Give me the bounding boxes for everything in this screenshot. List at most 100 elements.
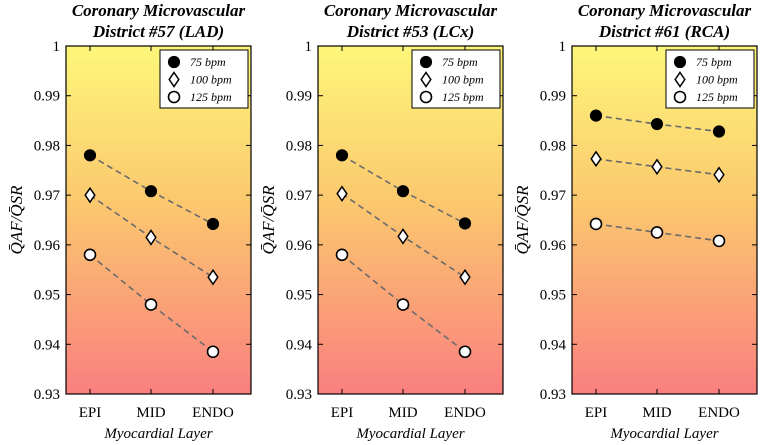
legend-marker bbox=[673, 55, 687, 69]
legend-marker bbox=[168, 71, 180, 88]
x-axis-label: Myocardial Layer bbox=[103, 426, 212, 442]
y-tick-label: 0.99 bbox=[34, 89, 60, 105]
legend-label: 100 bpm bbox=[190, 73, 232, 87]
data-point bbox=[207, 268, 219, 286]
data-point bbox=[589, 109, 603, 122]
legend-marker bbox=[167, 55, 181, 69]
series-100-bpm bbox=[336, 185, 471, 286]
y-tick-label: 0.95 bbox=[34, 288, 60, 304]
legend-label: 75 bpm bbox=[190, 55, 226, 69]
series-75-bpm bbox=[335, 149, 472, 230]
y-tick-label: 1 bbox=[53, 39, 61, 55]
legend: 75 bpm 100 bpm 125 bpm bbox=[411, 49, 501, 109]
y-axis-label: Q̄AF/Q̄SR bbox=[259, 185, 278, 255]
y-tick-label: 0.96 bbox=[34, 238, 61, 254]
chart-title-line-1: Coronary Microvascular bbox=[578, 1, 752, 20]
data-point bbox=[144, 298, 158, 311]
series-line bbox=[341, 254, 466, 353]
data-point bbox=[651, 158, 663, 176]
x-tick-label: MID bbox=[136, 405, 165, 421]
axes-frame bbox=[317, 45, 504, 395]
y-tick-label: 0.99 bbox=[540, 89, 566, 105]
legend-marker bbox=[419, 90, 433, 104]
x-tick-label: MID bbox=[388, 405, 417, 421]
y-tick-label: 0.94 bbox=[286, 337, 313, 353]
chart-title-line-1: Coronary Microvascular bbox=[324, 1, 498, 20]
legend-marker bbox=[673, 90, 687, 104]
y-tick-label: 0.98 bbox=[286, 138, 312, 154]
data-point bbox=[336, 185, 348, 202]
legend-label: 100 bpm bbox=[696, 73, 738, 87]
legend-marker bbox=[420, 71, 432, 88]
series-125-bpm bbox=[335, 248, 472, 359]
legend-marker bbox=[674, 71, 686, 88]
series-75-bpm bbox=[83, 149, 220, 231]
y-axis-label: Q̄AF/Q̄SR bbox=[513, 185, 532, 255]
data-point bbox=[83, 248, 97, 262]
legend-label: 125 bpm bbox=[696, 90, 738, 104]
data-point bbox=[206, 217, 220, 231]
legend-label: 75 bpm bbox=[442, 55, 478, 69]
y-tick-label: 0.98 bbox=[34, 138, 60, 154]
series-100-bpm bbox=[84, 186, 219, 286]
x-tick-label: ENDO bbox=[192, 405, 234, 421]
x-tick-label: ENDO bbox=[698, 405, 740, 421]
y-tick-label: 1 bbox=[559, 39, 567, 55]
legend: 75 bpm 100 bpm 125 bpm bbox=[665, 49, 755, 109]
y-tick-label: 0.97 bbox=[540, 188, 567, 204]
axes-frame bbox=[65, 45, 252, 395]
series-125-bpm bbox=[83, 248, 220, 359]
data-point bbox=[650, 117, 664, 131]
data-point bbox=[396, 185, 410, 198]
data-point bbox=[712, 125, 726, 138]
legend-label: 100 bpm bbox=[442, 73, 484, 87]
y-tick-label: 0.97 bbox=[34, 188, 61, 204]
y-tick-label: 0.96 bbox=[540, 238, 567, 254]
data-point bbox=[712, 234, 726, 248]
data-point bbox=[335, 149, 349, 162]
data-point bbox=[458, 345, 472, 359]
y-tick-label: 0.93 bbox=[286, 387, 312, 403]
y-tick-label: 0.96 bbox=[286, 238, 313, 254]
x-tick-label: ENDO bbox=[444, 405, 486, 421]
data-point bbox=[650, 226, 664, 239]
data-point bbox=[144, 185, 158, 198]
y-tick-label: 0.97 bbox=[286, 188, 313, 204]
y-tick-label: 0.94 bbox=[540, 337, 567, 353]
y-tick-label: 0.99 bbox=[286, 89, 312, 105]
data-point bbox=[206, 345, 220, 359]
y-tick-label: 0.95 bbox=[540, 288, 566, 304]
x-tick-label: EPI bbox=[331, 405, 354, 421]
y-tick-label: 0.93 bbox=[540, 387, 566, 403]
legend-label: 125 bpm bbox=[442, 90, 484, 104]
legend-marker bbox=[167, 90, 181, 104]
y-tick-label: 1 bbox=[305, 39, 313, 55]
series-line bbox=[89, 254, 214, 353]
data-point bbox=[713, 166, 725, 184]
series-75-bpm bbox=[589, 109, 726, 138]
data-point bbox=[590, 150, 602, 168]
legend-label: 75 bpm bbox=[696, 55, 732, 69]
y-axis-label: Q̄AF/Q̄SR bbox=[7, 185, 26, 255]
x-tick-label: EPI bbox=[585, 405, 608, 421]
legend: 75 bpm 100 bpm 125 bpm bbox=[159, 49, 249, 109]
series-125-bpm bbox=[589, 217, 726, 248]
chart-title-line-2: District #61 (RCA) bbox=[598, 22, 730, 41]
data-point bbox=[396, 298, 410, 311]
data-point bbox=[83, 149, 97, 162]
data-point bbox=[459, 268, 471, 286]
chart-title-line-1: Coronary Microvascular bbox=[72, 1, 246, 20]
series-100-bpm bbox=[590, 150, 725, 184]
y-tick-label: 0.94 bbox=[34, 337, 61, 353]
data-point bbox=[397, 228, 409, 245]
data-point bbox=[458, 217, 472, 230]
data-point bbox=[145, 229, 157, 246]
x-tick-label: MID bbox=[642, 405, 671, 421]
y-tick-label: 0.95 bbox=[286, 288, 312, 304]
chart-panel-2: Coronary Microvascular District #53 (LCx)… bbox=[259, 1, 504, 442]
data-point bbox=[84, 186, 96, 204]
chart-panel-3: Coronary Microvascular District #61 (RCA)… bbox=[513, 1, 758, 442]
x-axis-label: Myocardial Layer bbox=[609, 426, 718, 442]
data-point bbox=[589, 217, 603, 231]
